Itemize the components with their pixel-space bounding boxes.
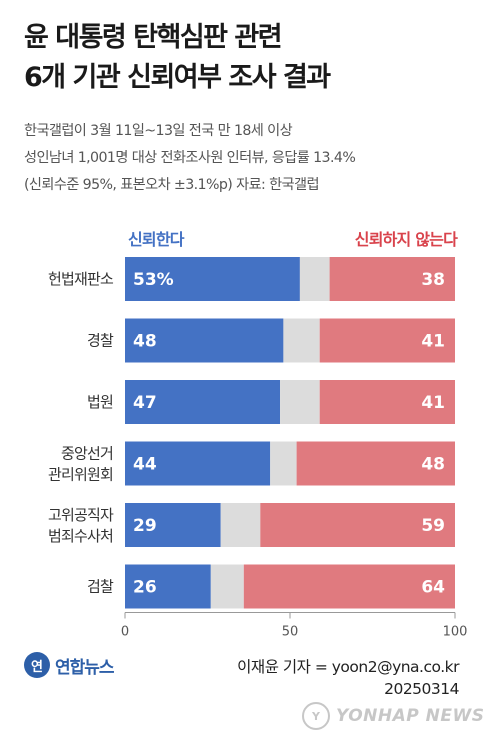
- bar-trust: [125, 503, 221, 547]
- x-tick-label: 100: [443, 625, 468, 640]
- category-label-line: 중앙선거: [61, 445, 113, 463]
- value-label-trust: 47: [133, 393, 157, 413]
- bar-distrust: [319, 318, 455, 363]
- credit: 이재윤 기자 = yoon2@yna.co.kr 20250314: [237, 656, 459, 700]
- value-label-distrust: 38: [421, 270, 445, 290]
- chart-title: 윤 대통령 탄핵심판 관련 6개 기관 신뢰여부 조사 결과: [24, 18, 464, 98]
- bar-undecided: [283, 318, 320, 363]
- value-label-distrust: 64: [421, 578, 445, 598]
- bar-distrust: [260, 503, 455, 547]
- value-label-distrust: 41: [421, 393, 445, 413]
- watermark-text: YONHAP NEWS: [336, 706, 485, 726]
- bar-undecided: [280, 380, 320, 424]
- bar-trust: [125, 380, 281, 424]
- x-tick-label: 50: [282, 625, 299, 640]
- title-line-2: 6개 기관 신뢰여부 조사 결과: [24, 62, 331, 93]
- value-label-distrust: 41: [421, 332, 445, 352]
- bar-distrust: [319, 380, 455, 424]
- value-label-trust: 48: [133, 332, 157, 352]
- x-tick-label: 0: [121, 625, 129, 640]
- credit-author: 이재윤 기자 = yoon2@yna.co.kr: [237, 658, 459, 676]
- category-label: 경찰: [87, 332, 114, 350]
- category-label: 헌법재판소: [48, 270, 114, 288]
- bar-distrust: [243, 564, 455, 609]
- credit-date: 20250314: [384, 680, 459, 698]
- subtitle-line-2: 성인남녀 1,001명 대상 전화조사원 인터뷰, 응답률 13.4%: [24, 150, 356, 166]
- bar-undecided: [210, 564, 244, 609]
- category-label-line: 범죄수사처: [48, 527, 113, 545]
- value-label-trust: 29: [133, 516, 157, 536]
- watermark-icon: Y: [302, 702, 330, 730]
- title-line-1: 윤 대통령 탄핵심판 관련: [24, 22, 283, 53]
- yonhap-logo: 연 연합뉴스: [24, 652, 115, 678]
- category-label-line: 고위공직자: [48, 506, 114, 524]
- subtitle-line-1: 한국갤럽이 3월 11일~13일 전국 만 18세 이상: [24, 123, 293, 139]
- category-label: 검찰: [87, 578, 114, 596]
- bar-distrust: [296, 441, 455, 486]
- bar-undecided: [270, 441, 297, 486]
- yonhap-logo-icon: 연: [24, 652, 50, 678]
- chart-subtitle: 한국갤럽이 3월 11일~13일 전국 만 18세 이상 성인남녀 1,001명…: [24, 118, 469, 199]
- category-label-line: 관리위원회: [48, 466, 113, 484]
- yonhap-logo-text: 연합뉴스: [55, 657, 115, 678]
- bar-undecided: [220, 503, 261, 547]
- bar-trust: [125, 257, 300, 301]
- value-label-trust: 53%: [133, 270, 174, 290]
- value-label-distrust: 59: [421, 516, 445, 536]
- watermark: Y YONHAP NEWS: [302, 702, 484, 730]
- bar-trust: [125, 318, 284, 363]
- bar-distrust: [329, 257, 455, 301]
- value-label-distrust: 48: [421, 455, 445, 475]
- bar-trust: [125, 441, 271, 486]
- legend-distrust: 신뢰하지 않는다: [354, 230, 458, 249]
- bar-undecided: [299, 257, 330, 301]
- subtitle-line-3: (신뢰수준 95%, 표본오차 ±3.1%p) 자료: 한국갤럽: [24, 177, 320, 193]
- category-label: 법원: [87, 393, 113, 411]
- bar-trust: [125, 564, 211, 609]
- value-label-trust: 26: [133, 578, 157, 598]
- value-label-trust: 44: [133, 455, 157, 475]
- legend-trust: 신뢰한다: [128, 230, 184, 249]
